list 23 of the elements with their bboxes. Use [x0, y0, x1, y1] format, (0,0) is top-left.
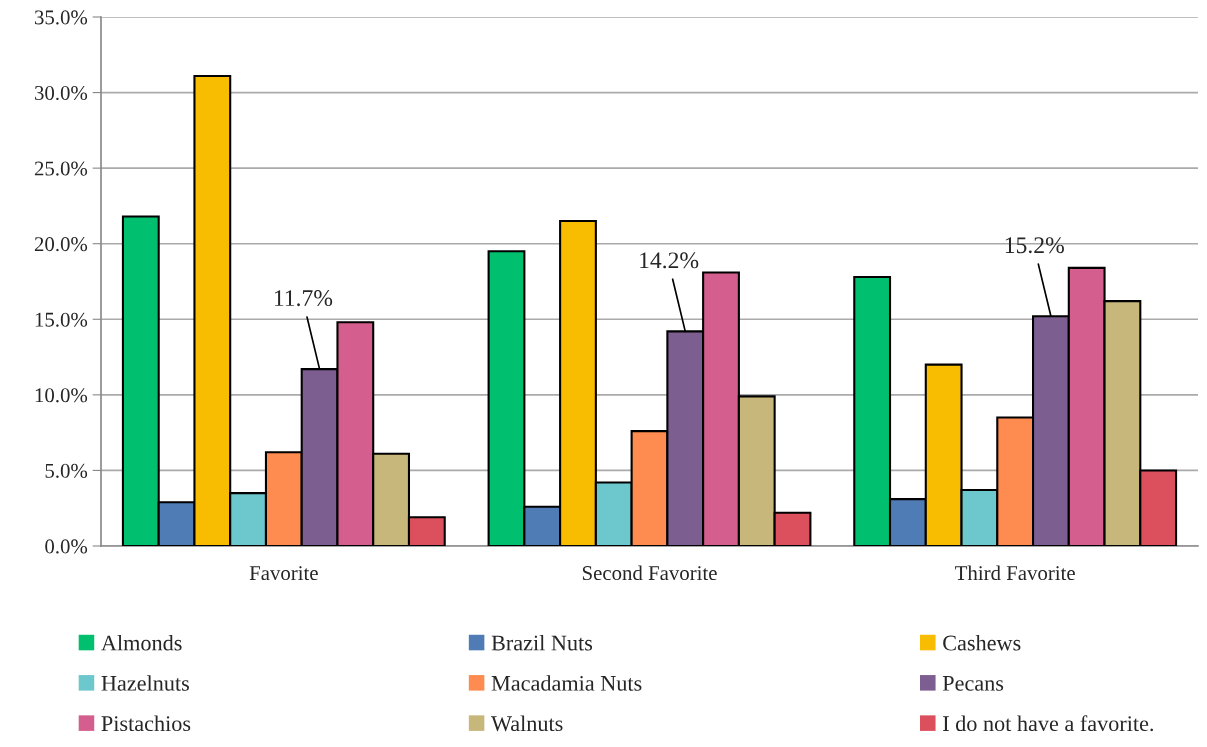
y-tick-label: 15.0%: [35, 312, 88, 327]
data-label: 14.2%: [640, 252, 699, 269]
data-label: 11.7%: [274, 290, 333, 307]
y-tick-label: 25.0%: [34, 161, 88, 176]
legend-label: Pecans: [942, 676, 1004, 691]
legend-label: Brazil Nuts: [491, 634, 593, 651]
legend-label: Macadamia Nuts: [491, 675, 642, 691]
y-tick-label: 0.0%: [45, 539, 88, 554]
x-tick-label: Second Favorite: [582, 565, 717, 581]
data-label: 15.2%: [1005, 237, 1064, 254]
legend-label: Almonds: [101, 634, 182, 651]
y-tick-label: 35.0%: [34, 10, 88, 25]
y-tick-label: 20.0%: [34, 237, 88, 252]
x-tick-label: Third Favorite: [955, 565, 1075, 581]
legend-label: I do not have a favorite.: [943, 715, 1154, 732]
legend-label: Hazelnuts: [101, 675, 189, 691]
y-tick-label: 30.0%: [34, 85, 88, 101]
legend-label: Cashews: [943, 634, 1021, 651]
legend-label: Pistachios: [101, 715, 191, 732]
y-tick-label: 5.0%: [45, 463, 88, 478]
x-tick-label: Favorite: [249, 566, 318, 581]
legend-label: Walnuts: [491, 715, 563, 732]
y-tick-label: 10.0%: [35, 388, 88, 403]
